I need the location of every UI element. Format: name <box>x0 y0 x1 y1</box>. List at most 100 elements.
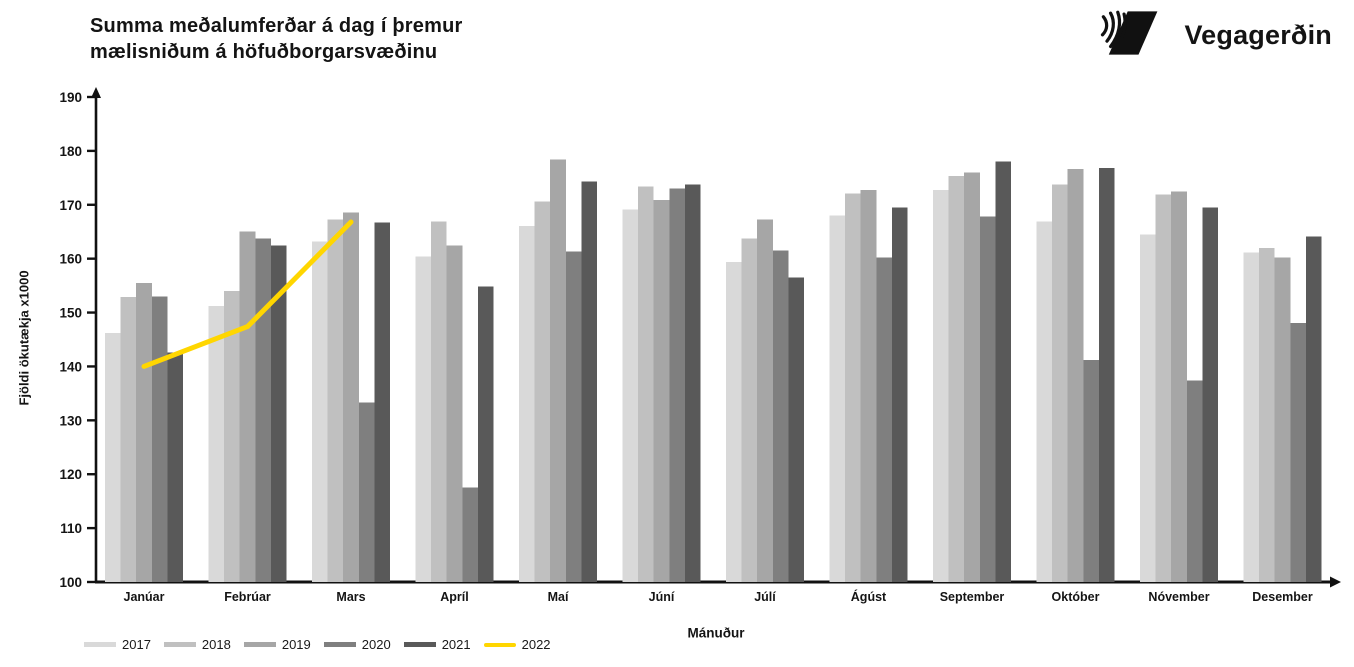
y-tick-label: 140 <box>59 359 82 374</box>
bar-2021-m12 <box>1305 236 1322 582</box>
bar-2019-m10 <box>1067 169 1084 582</box>
bar-2019-m7 <box>757 219 773 583</box>
bar-2018-m11 <box>1155 194 1172 582</box>
bar-2019-m2 <box>239 231 256 582</box>
bar-2021-m5 <box>581 181 597 582</box>
bar-2019-m3 <box>343 212 359 583</box>
legend-item-2017: 2017 <box>84 637 151 652</box>
legend-label-2018: 2018 <box>201 637 231 652</box>
legend-swatch-2020 <box>323 642 356 647</box>
y-tick-label: 160 <box>59 252 82 267</box>
bar-2018-m2 <box>224 291 240 582</box>
bar-2017-m12 <box>1243 252 1260 582</box>
chart-legend: 2017 2018 2019 2020 2021 2022 <box>84 637 564 652</box>
bar-2019-m9 <box>964 172 980 582</box>
bar-2020-m1 <box>151 296 168 582</box>
vegagerdin-logo: Vegagerðin <box>1098 8 1332 63</box>
y-tick-label: 170 <box>59 198 82 213</box>
bar-2017-m4 <box>415 256 432 582</box>
y-tick-label: 110 <box>60 521 82 536</box>
bar-2019-m6 <box>653 199 670 582</box>
bar-2021-m1 <box>167 352 183 582</box>
x-tick-label: Febrúar <box>224 590 271 604</box>
legend-item-2022: 2022 <box>483 637 551 652</box>
line-2022 <box>141 219 354 369</box>
bar-2017-m6 <box>622 209 639 582</box>
bar-2018-m10 <box>1052 184 1068 583</box>
bar-2021-m2 <box>270 245 287 582</box>
vegagerdin-logo-icon <box>1098 8 1170 63</box>
bar-2021-m6 <box>684 184 701 583</box>
bar-2017-m5 <box>519 225 535 583</box>
logo-wordmark: Vegagerðin <box>1184 20 1332 50</box>
bar-2017-m8 <box>829 215 846 582</box>
y-axis-arrow <box>91 87 101 98</box>
bar-2021-m7 <box>788 277 804 582</box>
bar-2020-m11 <box>1186 380 1203 582</box>
legend-swatch-2022 <box>483 642 516 647</box>
bar-2021-m10 <box>1098 168 1115 582</box>
legend-label-2019: 2019 <box>281 637 311 652</box>
bar-2017-m10 <box>1036 221 1053 582</box>
bar-2019-m1 <box>136 282 152 582</box>
bar-2017-m2 <box>208 306 225 582</box>
bar-2018-m4 <box>431 221 447 582</box>
bar-2020-m8 <box>876 257 892 582</box>
y-tick-label: 190 <box>59 90 82 105</box>
legend-item-2021: 2021 <box>403 637 471 652</box>
bar-2020-m7 <box>772 250 789 582</box>
x-tick-label: Júlí <box>754 590 776 604</box>
y-tick-label: 180 <box>59 144 82 159</box>
x-tick-label: Mars <box>336 590 365 604</box>
legend-item-2018: 2018 <box>163 637 231 652</box>
bar-2021-m9 <box>995 161 1011 582</box>
bar-2017-m9 <box>933 190 949 582</box>
bar-2018-m9 <box>948 176 965 582</box>
bar-2017-m7 <box>726 261 742 582</box>
bar-2018-m5 <box>534 201 551 582</box>
bar-2017-m1 <box>105 333 121 582</box>
x-tick-label: Ágúst <box>851 589 887 604</box>
x-tick-label: Apríl <box>440 590 468 604</box>
bar-2019-m8 <box>860 190 877 582</box>
x-tick-label: Desember <box>1252 590 1313 604</box>
page-title-line1: Summa meðalumferðar á dag í þremur <box>90 15 463 37</box>
bar-2020-m2 <box>255 238 271 582</box>
bar-2020-m5 <box>565 251 582 582</box>
bar-2019-m4 <box>446 245 463 582</box>
bar-2021-m11 <box>1202 207 1218 582</box>
bar-2020-m6 <box>669 188 685 582</box>
legend-swatch-2017 <box>84 642 116 647</box>
bar-2020-m3 <box>358 402 375 582</box>
legend-swatch-2019 <box>243 642 276 647</box>
legend-item-2019: 2019 <box>243 637 311 652</box>
bar-2020-m10 <box>1083 360 1099 582</box>
x-tick-label: Janúar <box>124 590 165 604</box>
bar-2018-m8 <box>845 193 861 582</box>
x-axis-title: Mánuður <box>687 625 745 641</box>
bar-2017-m11 <box>1140 234 1156 582</box>
bar-2018-m6 <box>638 186 654 582</box>
bar-2019-m5 <box>550 159 566 582</box>
x-tick-label: Maí <box>548 590 569 604</box>
bar-2017-m3 <box>312 241 328 582</box>
x-tick-label: Júní <box>649 590 675 604</box>
legend-label-2017: 2017 <box>122 637 151 652</box>
x-tick-label: Nóvember <box>1148 590 1209 604</box>
legend-swatch-2021 <box>403 642 436 647</box>
bar-2021-m8 <box>891 207 908 582</box>
x-tick-label: September <box>940 590 1005 604</box>
legend-swatch-2018 <box>163 642 196 647</box>
bar-2021-m4 <box>477 286 494 582</box>
page-title: Summa meðalumferðar á dag í þremur mælis… <box>90 13 462 65</box>
x-tick-label: Október <box>1052 590 1100 604</box>
bar-2020-m12 <box>1290 322 1306 582</box>
y-tick-label: 150 <box>59 306 82 321</box>
y-axis-title: Fjöldi ökutækja x1000 <box>16 270 32 406</box>
y-tick-label: 100 <box>59 575 82 590</box>
bar-2018-m12 <box>1259 247 1275 582</box>
bar-2018-m1 <box>120 296 137 582</box>
y-tick-label: 120 <box>59 467 82 482</box>
